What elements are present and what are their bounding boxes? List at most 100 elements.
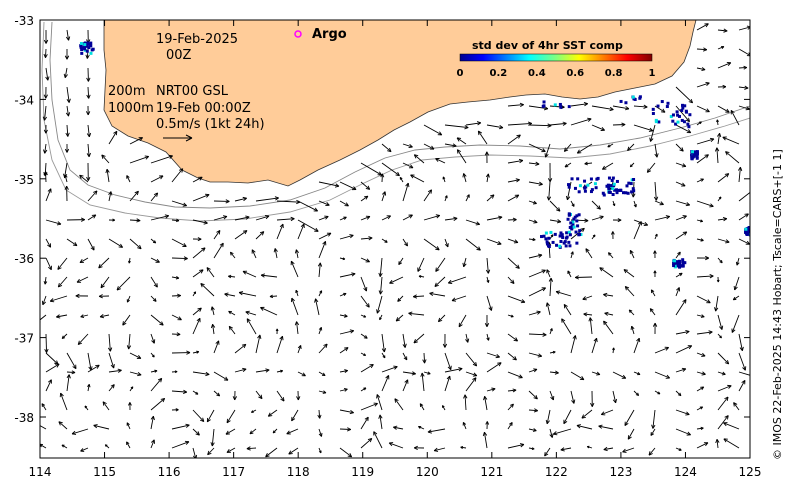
sst-pixel (559, 240, 562, 243)
sst-pixel (568, 244, 571, 247)
sst-pixel (567, 183, 570, 186)
x-tick-label: 124 (674, 465, 697, 479)
sst-pixel (661, 100, 664, 103)
x-tick-label: 125 (739, 465, 762, 479)
sst-pixel (86, 50, 89, 53)
sst-pixel (578, 233, 581, 236)
isobath-1000-label: 1000m (108, 101, 154, 116)
sst-pixel (80, 42, 83, 45)
sst-pixel (602, 192, 605, 195)
sst-pixel (696, 150, 699, 153)
sst-pixel (573, 226, 576, 229)
sst-pixel (671, 120, 674, 123)
credit-text: © IMOS 22-Feb-2025 14:43 Hobart; Tscale=… (771, 149, 784, 460)
sst-pixel (667, 102, 670, 105)
colorbar-tick-label: 0.4 (528, 68, 546, 79)
sst-pixel (89, 52, 92, 55)
sst-pixel (616, 180, 619, 183)
x-tick-label: 120 (416, 465, 439, 479)
sst-pixel (82, 46, 85, 49)
sst-pixel (672, 113, 675, 116)
x-tick-label: 118 (287, 465, 310, 479)
sst-pixel (692, 153, 695, 156)
sst-pixel (676, 110, 679, 113)
sst-pixel (619, 189, 622, 192)
map-date: 19-Feb-2025 (156, 32, 238, 47)
sst-pixel (569, 233, 572, 236)
colorbar-tick-label: 0.8 (605, 68, 623, 79)
sst-pixel (579, 184, 582, 187)
sst-pixel (681, 104, 684, 107)
sst-pixel (683, 120, 686, 123)
sst-pixel (542, 105, 545, 108)
sst-pixel (627, 192, 630, 195)
sst-pixel (554, 103, 557, 106)
sst-pixel (625, 184, 628, 187)
colorbar-tick-label: 0.6 (566, 68, 584, 79)
x-tick-label: 119 (351, 465, 374, 479)
sst-pixel (563, 242, 566, 245)
x-tick-label: 117 (222, 465, 245, 479)
colorbar-tick-label: 0.2 (490, 68, 508, 79)
sst-pixel (568, 105, 571, 108)
sst-pixel (681, 107, 684, 110)
sst-pixel (571, 177, 574, 180)
sst-pixel (686, 123, 689, 126)
sst-pixel (612, 193, 615, 196)
sst-pixel (552, 241, 555, 244)
sst-pixel (632, 96, 635, 99)
x-tick-label: 115 (93, 465, 116, 479)
isobath-200-label: 200m (108, 84, 145, 99)
sst-pixel (559, 106, 562, 109)
sst-pixel (676, 114, 679, 117)
sst-pixel (549, 231, 552, 234)
sst-pixel (687, 125, 690, 128)
sst-pixel (620, 100, 623, 103)
sst-pixel (627, 182, 630, 185)
sst-pixel (655, 120, 658, 123)
x-tick-label: 123 (609, 465, 632, 479)
sst-pixel (691, 150, 694, 153)
sst-pixel (576, 224, 579, 227)
sst-pixel (688, 113, 691, 116)
sst-pixel (590, 190, 593, 193)
x-tick-label: 116 (158, 465, 181, 479)
sst-pixel (616, 191, 619, 194)
sst-pixel (80, 52, 83, 55)
colorbar (460, 54, 652, 61)
scale-label: 0.5m/s (1kt 24h) (156, 117, 265, 132)
sst-pixel (561, 236, 564, 239)
sst-pixel (586, 184, 589, 187)
sst-pixel (575, 219, 578, 222)
sst-pixel (681, 258, 684, 261)
sst-pixel (567, 218, 570, 221)
sst-pixel (546, 240, 549, 243)
sst-pixel (565, 244, 568, 247)
sst-pixel (594, 182, 597, 185)
y-tick-label: -33 (14, 14, 34, 28)
sst-pixel (682, 264, 685, 267)
sst-pixel (611, 187, 614, 190)
sst-pixel (545, 232, 548, 235)
sst-pixel (683, 261, 686, 264)
sst-pixel (575, 242, 578, 245)
sst-pixel (543, 235, 546, 238)
map-time: 00Z (166, 48, 192, 63)
colorbar-title: std dev of 4hr SST comp (472, 39, 623, 52)
sst-pixel (624, 101, 627, 104)
x-tick-label: 114 (29, 465, 52, 479)
sst-pixel (613, 183, 616, 186)
sst-pixel (632, 178, 635, 181)
sst-pixel (574, 187, 577, 190)
sst-pixel (607, 185, 610, 188)
y-tick-label: -34 (14, 93, 34, 107)
sst-pixel (657, 105, 660, 108)
sst-pixel (595, 186, 598, 189)
y-tick-label: -37 (14, 332, 34, 346)
sst-pixel (547, 237, 550, 240)
sst-pixel (86, 42, 89, 45)
sst-pixel (559, 231, 562, 234)
sst-pixel (575, 231, 578, 234)
